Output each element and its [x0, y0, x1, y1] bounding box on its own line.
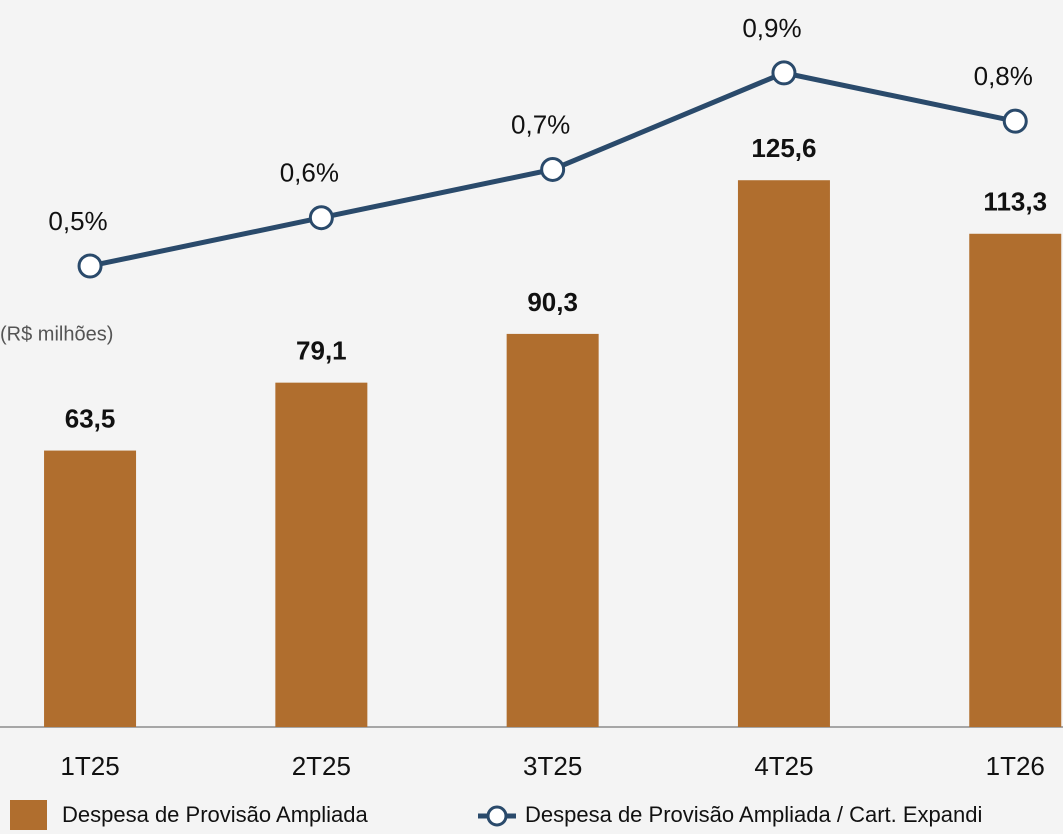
data-label: 0,5% [48, 206, 107, 236]
legend-label: Despesa de Provisão Ampliada [62, 802, 368, 827]
x-tick-label: 3T25 [523, 751, 582, 781]
data-label: 79,1 [296, 336, 347, 366]
bar [275, 382, 368, 727]
data-label: 0,6% [280, 158, 339, 188]
x-tick-label: 2T25 [292, 751, 351, 781]
x-tick-label: 1T26 [986, 751, 1045, 781]
bar [44, 450, 137, 727]
legend-label: Despesa de Provisão Ampliada / Cart. Exp… [525, 802, 982, 827]
legend-marker [486, 805, 508, 827]
data-label: 63,5 [65, 403, 116, 433]
data-label: 90,3 [527, 287, 578, 317]
annotation: (R$ milhões) [0, 323, 113, 345]
line-marker [1002, 108, 1028, 134]
bar [969, 233, 1062, 727]
bar [737, 180, 830, 728]
line-marker [308, 205, 334, 231]
x-tick-label: 4T25 [754, 751, 813, 781]
legend-swatch [10, 800, 47, 830]
x-tick-label: 1T25 [60, 751, 119, 781]
bar [506, 333, 599, 727]
data-label: 113,3 [983, 187, 1047, 217]
line-marker [77, 253, 103, 279]
data-label: 0,8% [974, 61, 1033, 91]
data-label: 0,7% [511, 109, 570, 139]
line-marker [540, 156, 566, 182]
line-marker [771, 60, 797, 86]
data-label: 0,9% [742, 13, 801, 43]
data-label: 125,6 [751, 133, 816, 163]
